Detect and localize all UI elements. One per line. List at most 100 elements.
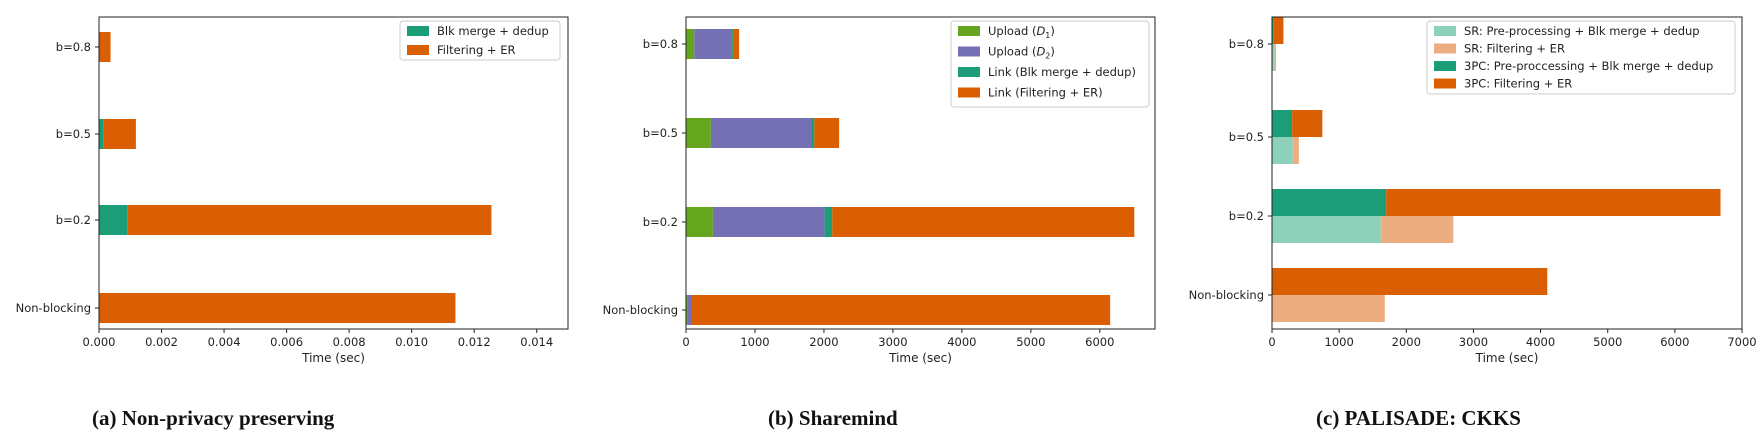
bar-segment-b-0-2-1 <box>127 205 492 235</box>
legend-label-main: Upload ( <box>988 24 1036 38</box>
bar-segment-non-blocking-0 <box>99 293 456 323</box>
bar-segment-b-0-2-3pc-0 <box>1272 189 1387 216</box>
x-tick-label: 3000 <box>878 335 907 349</box>
x-tick-label: 0.008 <box>333 335 366 349</box>
chart-panel-1: 0.000 0.002 0.004 0.006 0.008 0.010 0.012 0.014… <box>16 16 569 430</box>
bar-segment-b-0-8-sr-1 <box>1274 44 1277 71</box>
legend-label: Filtering + ER <box>437 43 515 57</box>
x-tick-label: 4000 <box>947 335 976 349</box>
x-axis-label: Time (sec) <box>888 351 952 365</box>
x-tick-label: 0.012 <box>458 335 491 349</box>
x-tick-label: 1000 <box>740 335 769 349</box>
bar-segment-non-blocking-sr-0 <box>1272 295 1385 322</box>
x-tick-label: 0.010 <box>395 335 428 349</box>
legend-swatch <box>1434 26 1456 36</box>
x-tick-label: 5000 <box>1593 335 1622 349</box>
axes-frame <box>685 16 1156 330</box>
bar-segment-b-0-8-1 <box>694 29 732 59</box>
legend-swatch <box>1434 78 1456 89</box>
bar-segment-b-0-8-2 <box>731 29 733 59</box>
legend: Blk merge + dedup Filtering + ER <box>399 20 561 61</box>
legend-swatch <box>1434 43 1456 54</box>
bar-segment-non-blocking-0 <box>686 295 688 325</box>
x-tick-label: 2000 <box>1392 335 1421 349</box>
legend-box <box>950 20 1150 108</box>
legend-label: Link (Filtering + ER) <box>988 86 1103 100</box>
legend-swatch <box>958 26 980 36</box>
legend-label: Upload (D2) <box>988 45 1055 61</box>
bar-segment-b-0-2-0 <box>99 205 128 235</box>
chart-panel-2: 0 1000 2000 3000 4000 5000 6000 Time (sec) b=0.8… <box>603 16 1156 430</box>
legend-label-sub: 2 <box>1045 52 1050 61</box>
axes-frame <box>1271 16 1743 330</box>
chart-panel-3: 0 1000 2000 3000 4000 5000 6000 7000 Time (sec) b… <box>1189 16 1757 430</box>
bar-segment-b-0-2-3pc-1 <box>1386 189 1721 216</box>
bar-segment-b-0-8-3pc-0 <box>1272 17 1274 44</box>
bar-segment-non-blocking-3pc-0 <box>1272 268 1548 295</box>
legend-box <box>1426 20 1736 95</box>
bar-segment-b-0-2-3 <box>832 207 1135 237</box>
bar-segment-b-0-2-sr-0 <box>1272 216 1381 243</box>
bar-segment-b-0-5-sr-0 <box>1272 137 1293 164</box>
bar-segment-b-0-5-2 <box>811 118 815 148</box>
legend-label: 3PC: Filtering + ER <box>1464 77 1572 91</box>
legend-label-end: ) <box>1050 24 1055 38</box>
y-tick-label: b=0.5 <box>643 126 678 140</box>
legend-swatch <box>1434 61 1456 71</box>
legend-swatch <box>958 67 980 77</box>
legend: Upload (D1) Upload (D2) Link (Blk merge + … <box>950 20 1150 108</box>
bar-segment-b-0-8-1 <box>99 32 111 62</box>
legend-box <box>399 20 561 61</box>
y-tick-label: b=0.2 <box>56 213 91 227</box>
y-tick-label: Non-blocking <box>16 301 91 315</box>
legend-label: SR: Pre-processing + Blk merge + dedup <box>1464 24 1700 38</box>
legend: SR: Pre-processing + Blk merge + dedup SR… <box>1426 20 1736 95</box>
bar-segment-b-0-2-sr-1 <box>1380 216 1454 243</box>
bar-segment-b-0-8-3pc-1 <box>1273 17 1284 44</box>
bar-segment-b-0-2-2 <box>824 207 833 237</box>
panel-caption: (c) PALISADE: CKKS <box>1316 406 1521 430</box>
legend-label-var: D <box>1036 24 1045 38</box>
x-tick-label: 2000 <box>809 335 838 349</box>
bar-segment-non-blocking-2 <box>691 295 1111 325</box>
x-tick-label: 0.002 <box>145 335 178 349</box>
legend-label: SR: Filtering + ER <box>1464 42 1565 56</box>
panel-caption: (a) Non-privacy preserving <box>92 406 335 430</box>
panel-caption: (b) Sharemind <box>768 406 898 430</box>
legend-swatch <box>958 46 980 57</box>
bar-segment-b-0-2-1 <box>712 207 825 237</box>
axes-frame <box>98 16 569 330</box>
x-tick-label: 5000 <box>1016 335 1045 349</box>
x-tick-label: 3000 <box>1459 335 1488 349</box>
x-tick-label: 0.014 <box>520 335 553 349</box>
x-tick-label: 7000 <box>1727 335 1756 349</box>
bar-segment-b-0-5-sr-1 <box>1292 137 1299 164</box>
legend-label-main: Upload ( <box>988 45 1036 59</box>
x-tick-label: 0 <box>682 335 689 349</box>
y-tick-label: b=0.8 <box>56 40 91 54</box>
legend-swatch <box>407 26 429 36</box>
x-tick-label: 0.006 <box>270 335 303 349</box>
bar-segment-non-blocking-1 <box>687 295 692 325</box>
y-tick-label: b=0.8 <box>1229 37 1264 51</box>
legend-label-sub: 1 <box>1045 31 1050 40</box>
bar-segment-b-0-2-0 <box>686 207 713 237</box>
bar-segment-b-0-8-3 <box>732 29 740 59</box>
y-tick-label: b=0.2 <box>643 215 678 229</box>
y-tick-label: Non-blocking <box>1189 288 1264 302</box>
x-tick-label: 1000 <box>1325 335 1354 349</box>
bar-segment-b-0-5-0 <box>686 118 711 148</box>
legend-swatch <box>958 87 980 98</box>
bar-segment-b-0-5-0 <box>99 119 104 149</box>
x-axis-label: Time (sec) <box>301 351 365 365</box>
y-tick-label: Non-blocking <box>603 303 678 317</box>
x-axis-label: Time (sec) <box>1475 351 1539 365</box>
x-tick-label: 0 <box>1268 335 1275 349</box>
x-tick-label: 6000 <box>1660 335 1689 349</box>
bar-segment-b-0-5-1 <box>710 118 812 148</box>
y-tick-label: b=0.8 <box>643 37 678 51</box>
x-tick-label: 6000 <box>1085 335 1114 349</box>
y-tick-label: b=0.5 <box>1229 130 1264 144</box>
legend-label: Link (Blk merge + dedup) <box>988 65 1136 79</box>
